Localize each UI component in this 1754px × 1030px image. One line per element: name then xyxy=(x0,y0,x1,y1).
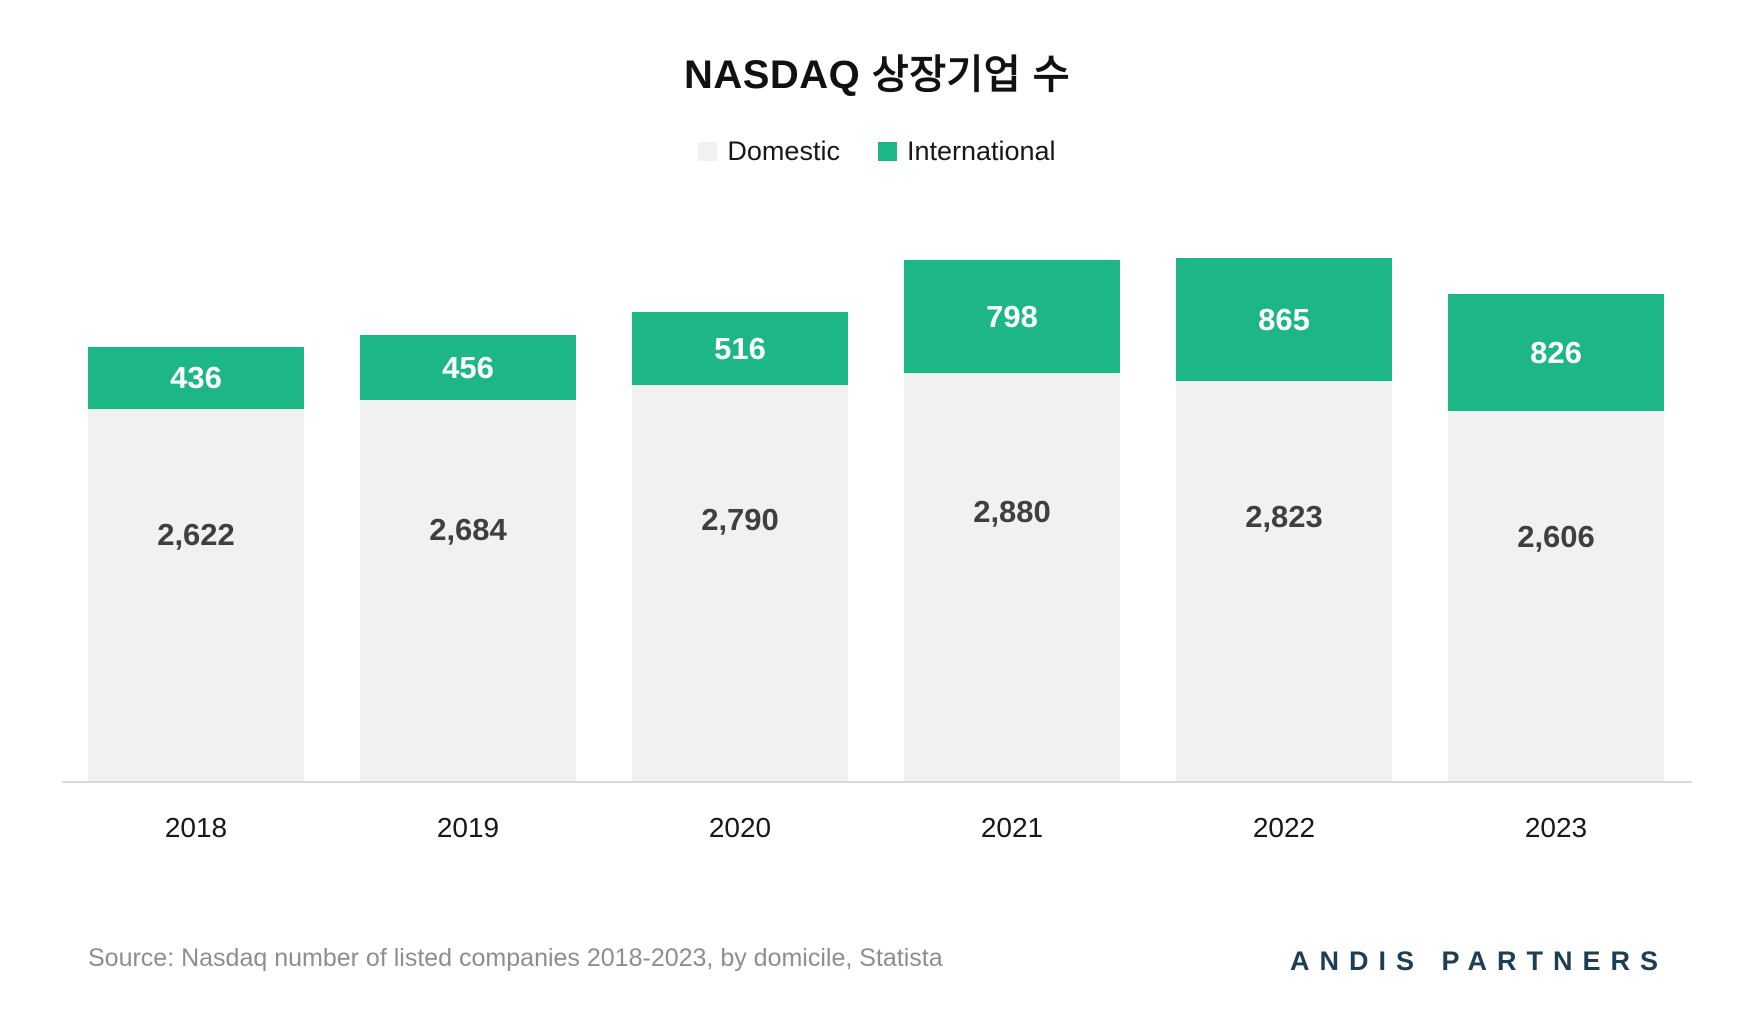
legend-swatch-domestic-icon xyxy=(698,142,718,161)
source-citation: Source: Nasdaq number of listed companie… xyxy=(88,944,943,972)
international-value-label: 456 xyxy=(442,349,494,385)
x-axis-line xyxy=(62,781,1692,783)
bar-2022: 865 2,823 xyxy=(1176,258,1392,781)
domestic-value-label: 2,790 xyxy=(701,501,779,537)
x-axis-label-2021: 2021 xyxy=(980,812,1044,843)
bar-2018: 436 2,622 xyxy=(88,347,304,781)
domestic-value-label: 2,606 xyxy=(1517,518,1595,554)
international-value-label: 436 xyxy=(170,360,222,395)
international-value-label: 516 xyxy=(714,330,766,366)
bar-segment-domestic-2023: 2,606 xyxy=(1448,411,1664,781)
international-value-label: 865 xyxy=(1258,301,1310,337)
bar-segment-domestic-2019: 2,684 xyxy=(360,400,576,781)
bar-2023: 826 2,606 xyxy=(1448,294,1664,781)
bar-segment-international-2022: 865 xyxy=(1176,258,1392,381)
bar-segment-international-2018: 436 xyxy=(88,347,304,409)
domestic-value-label: 2,622 xyxy=(157,517,235,553)
x-axis-label-2022: 2022 xyxy=(1252,812,1316,843)
legend-item-domestic: Domestic xyxy=(698,136,840,167)
international-value-label: 826 xyxy=(1530,334,1582,370)
bar-segment-international-2021: 798 xyxy=(904,260,1120,373)
x-axis-label-2019: 2019 xyxy=(436,812,500,843)
x-axis-label-2018: 2018 xyxy=(164,812,228,843)
legend-label-international: International xyxy=(906,136,1056,166)
x-axis-label-2023: 2023 xyxy=(1524,812,1588,843)
x-axis-labels: 2018 2019 2020 2021 2022 2023 xyxy=(88,812,1664,844)
bar-segment-international-2020: 516 xyxy=(632,312,848,385)
domestic-value-label: 2,880 xyxy=(973,493,1051,529)
x-axis-label-2020: 2020 xyxy=(708,812,772,843)
legend: Domestic International xyxy=(0,136,1754,167)
bar-segment-international-2019: 456 xyxy=(360,335,576,400)
chart-title: NASDAQ 상장기업 수 xyxy=(683,53,1071,97)
domestic-value-label: 2,684 xyxy=(429,511,507,547)
legend-label-domestic: Domestic xyxy=(727,136,840,166)
bar-segment-domestic-2022: 2,823 xyxy=(1176,381,1392,781)
andis-partners-logo: ANDIS PARTNERS xyxy=(1289,946,1668,976)
bar-segment-international-2023: 826 xyxy=(1448,294,1664,411)
bar-2019: 456 2,684 xyxy=(360,335,576,781)
legend-item-international: International xyxy=(877,136,1056,167)
bar-segment-domestic-2020: 2,790 xyxy=(632,385,848,781)
legend-swatch-international-icon xyxy=(877,142,897,161)
bar-2021: 798 2,880 xyxy=(904,260,1120,781)
bar-2020: 516 2,790 xyxy=(632,312,848,781)
domestic-value-label: 2,823 xyxy=(1245,499,1323,534)
bar-chart: 436 2,622 456 2,684 516 2,790 798 2,880 865 2,823… xyxy=(88,250,1664,781)
international-value-label: 798 xyxy=(986,298,1038,334)
bar-segment-domestic-2018: 2,622 xyxy=(88,409,304,781)
bar-segment-domestic-2021: 2,880 xyxy=(904,373,1120,781)
